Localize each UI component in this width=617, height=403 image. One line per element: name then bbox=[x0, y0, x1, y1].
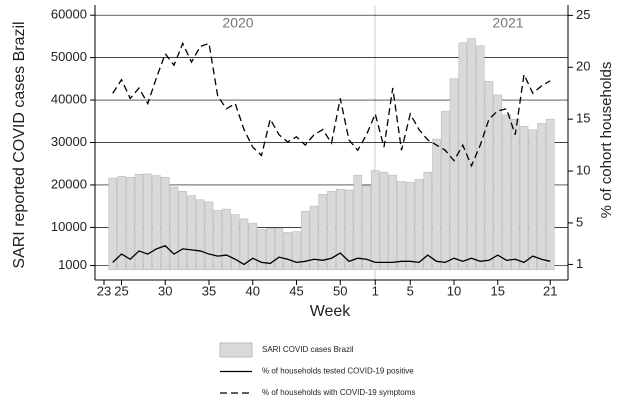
y2-tick-label: 5 bbox=[576, 214, 583, 229]
bar bbox=[248, 222, 258, 271]
x-tick-label: 30 bbox=[158, 283, 172, 298]
bar bbox=[134, 174, 144, 271]
bar bbox=[222, 208, 231, 271]
bar bbox=[300, 210, 310, 271]
bar bbox=[362, 185, 371, 271]
bar bbox=[484, 81, 494, 271]
bar bbox=[545, 118, 555, 271]
y-tick-label: 10000 bbox=[51, 219, 87, 234]
bar bbox=[458, 42, 468, 271]
y2-axis-title: % of cohort households bbox=[598, 62, 615, 219]
bar bbox=[449, 78, 459, 271]
bar bbox=[152, 175, 161, 271]
y-tick-label: 40000 bbox=[51, 91, 87, 106]
y2-tick-label: 15 bbox=[576, 111, 590, 126]
bar bbox=[379, 171, 389, 271]
bar bbox=[370, 170, 380, 271]
bar bbox=[327, 191, 336, 271]
x-tick-label: 25 bbox=[114, 283, 128, 298]
bar bbox=[125, 176, 135, 271]
y-tick-label: 60000 bbox=[51, 7, 87, 22]
x-tick-label: 15 bbox=[491, 283, 505, 298]
bar bbox=[502, 114, 511, 271]
bar bbox=[318, 193, 328, 271]
y2-tick-label: 20 bbox=[576, 59, 590, 74]
line-series bbox=[112, 245, 551, 266]
legend-label: % of households with COVID-19 symptoms bbox=[262, 388, 415, 397]
bar bbox=[108, 177, 118, 271]
bar bbox=[405, 182, 415, 271]
bar bbox=[353, 174, 363, 271]
legend: SARI COVID cases Brazil % of households t… bbox=[219, 342, 415, 397]
y-axis-title: SARI reported COVID cases Brazil bbox=[11, 21, 28, 268]
x-axis-title: Week bbox=[310, 303, 352, 320]
x-tick-label: 50 bbox=[333, 283, 347, 298]
bar bbox=[335, 188, 345, 271]
bar bbox=[160, 176, 170, 271]
legend-label: SARI COVID cases Brazil bbox=[262, 345, 354, 354]
bar bbox=[257, 229, 266, 271]
bar bbox=[414, 179, 424, 271]
bar bbox=[230, 214, 240, 271]
y-tick-label: 50000 bbox=[51, 49, 87, 64]
legend-swatch bbox=[219, 342, 253, 358]
bar bbox=[475, 45, 485, 271]
x-tick-label: 21 bbox=[543, 283, 557, 298]
bar bbox=[283, 232, 293, 271]
bar bbox=[204, 201, 214, 271]
bar bbox=[528, 129, 538, 271]
x-tick-label: 23 bbox=[97, 283, 111, 298]
line-series bbox=[112, 41, 551, 168]
x-tick-label: 45 bbox=[289, 283, 303, 298]
y-tick-label: 20000 bbox=[51, 176, 87, 191]
bar bbox=[344, 189, 354, 271]
annotation: 2021 bbox=[492, 15, 523, 31]
bar bbox=[117, 176, 126, 271]
bar bbox=[388, 174, 398, 271]
bar bbox=[423, 171, 433, 271]
bar bbox=[467, 38, 476, 271]
bar bbox=[292, 231, 301, 271]
x-tick-label: 35 bbox=[202, 283, 216, 298]
bar bbox=[493, 94, 503, 271]
x-tick-label: 5 bbox=[407, 283, 414, 298]
bar bbox=[440, 110, 450, 271]
bar bbox=[213, 210, 223, 271]
x-tick-label: 40 bbox=[246, 283, 260, 298]
y2-tick-label: 25 bbox=[576, 7, 590, 22]
bar bbox=[178, 191, 188, 271]
bar bbox=[537, 123, 546, 271]
bar bbox=[239, 218, 249, 271]
x-tick-label: 1 bbox=[372, 283, 379, 298]
y-tick-label: 1000 bbox=[58, 257, 87, 272]
annotation: 2020 bbox=[222, 15, 253, 31]
bar bbox=[143, 173, 153, 271]
y2-tick-label: 10 bbox=[576, 162, 590, 177]
bar bbox=[510, 118, 520, 271]
bar bbox=[519, 126, 529, 271]
legend-label: % of households tested COVID-19 positive bbox=[262, 367, 414, 376]
bar bbox=[187, 195, 196, 271]
y-tick-label: 30000 bbox=[51, 134, 87, 149]
bar bbox=[265, 227, 275, 271]
bar bbox=[397, 181, 406, 271]
bar bbox=[169, 186, 179, 271]
y2-tick-label: 1 bbox=[576, 256, 583, 271]
bar bbox=[274, 227, 284, 271]
bar bbox=[195, 199, 205, 271]
x-tick-label: 10 bbox=[447, 283, 461, 298]
bar bbox=[432, 138, 441, 271]
bar bbox=[309, 205, 319, 271]
